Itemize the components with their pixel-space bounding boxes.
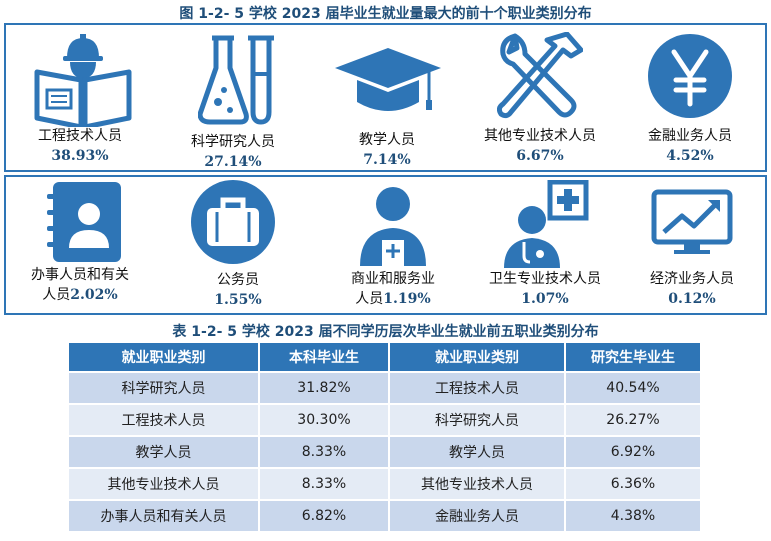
occupation-name: 公务员 [217, 272, 259, 288]
table-cell: 科学研究人员 [389, 403, 566, 436]
address-book-icon [47, 182, 121, 262]
occupation-item-research: 科学研究人员 27.14% [158, 24, 308, 172]
table-cell: 8.33% [259, 467, 390, 500]
table-cell: 办事人员和有关人员 [69, 499, 260, 531]
table-cell: 教学人员 [69, 435, 260, 468]
table-cell: 其他专业技术人员 [389, 467, 566, 500]
table-header: 就业职业类别 [389, 343, 566, 372]
table-row: 工程技术人员 30.30% 科学研究人员 26.27% [69, 403, 700, 436]
occupation-panel-top [4, 23, 767, 172]
occupation-percent: 7.14% [363, 152, 411, 168]
table-cell: 6.36% [565, 467, 700, 500]
occupation-item-clerical: 办事人员和有关 人员2.02% [5, 176, 155, 314]
table-header: 研究生毕业生 [565, 343, 700, 372]
occupation-name: 办事人员和有关 [31, 267, 129, 283]
occupation-percent: 1.19% [383, 291, 431, 307]
engineer-reading-icon [34, 34, 132, 127]
occupation-item-teaching: 教学人员 7.14% [312, 24, 462, 172]
figure-title: 图 1-2- 5 学校 2023 届毕业生就业量最大的前十个职业类别分布 [179, 6, 592, 22]
occupation-table: 就业职业类别 本科毕业生 就业职业类别 研究生毕业生 科学研究人员 31.82%… [69, 343, 700, 531]
occupation-name: 其他专业技术人员 [484, 128, 596, 144]
table-cell: 工程技术人员 [69, 403, 260, 436]
occupation-percent: 4.52% [666, 148, 714, 164]
occupation-percent: 6.67% [516, 148, 564, 164]
yen-coin-icon [648, 34, 732, 118]
table-row: 教学人员 8.33% 教学人员 6.92% [69, 435, 700, 468]
occupation-item-economics: 经济业务人员 0.12% [617, 176, 767, 314]
occupation-panel-bottom [4, 175, 767, 315]
table-cell: 30.30% [259, 403, 390, 436]
occupation-name-line2: 人员2.02% [5, 286, 155, 304]
table-cell: 科学研究人员 [69, 371, 260, 404]
occupation-percent: 27.14% [204, 154, 262, 170]
briefcase-icon [191, 180, 275, 264]
table-cell: 8.33% [259, 435, 390, 468]
occupation-name: 金融业务人员 [648, 128, 732, 144]
occupation-name: 科学研究人员 [191, 134, 275, 150]
table-title: 表 1-2- 5 学校 2023 届不同学历层次毕业生就业前五职业类别分布 [172, 324, 599, 340]
occupation-item-other-tech: 其他专业技术人员 6.67% [465, 24, 615, 172]
table-cell: 4.38% [565, 499, 700, 531]
occupation-name-cont: 人员 [355, 291, 384, 307]
table-cell: 31.82% [259, 371, 390, 404]
table-cell: 40.54% [565, 371, 700, 404]
occupation-item-service: 商业和服务业 人员1.19% [318, 176, 468, 314]
occupation-item-engineering: 工程技术人员 38.93% [5, 24, 155, 172]
table-row: 办事人员和有关人员 6.82% 金融业务人员 4.38% [69, 499, 700, 531]
occupation-name-line2: 人员1.19% [318, 290, 468, 308]
occupation-percent: 38.93% [51, 148, 109, 164]
trend-chart-icon [651, 189, 733, 254]
lab-flask-icon [198, 35, 274, 125]
occupation-name: 教学人员 [359, 132, 415, 148]
occupation-name: 工程技术人员 [38, 128, 122, 144]
occupation-item-health: 卫生专业技术人员 1.07% [470, 176, 620, 314]
occupation-item-civil-servant: 公务员 1.55% [163, 176, 313, 314]
occupation-name: 卫生专业技术人员 [489, 271, 601, 287]
service-worker-icon [360, 187, 426, 266]
table-cell: 金融业务人员 [389, 499, 566, 531]
table-cell: 6.82% [259, 499, 390, 531]
occupation-percent: 0.12% [668, 291, 716, 307]
occupation-name: 经济业务人员 [650, 271, 734, 287]
occupation-name: 商业和服务业 [351, 271, 435, 287]
occupation-percent: 2.02% [70, 287, 118, 303]
occupation-name-cont: 人员 [42, 287, 71, 303]
occupation-item-finance: 金融业务人员 4.52% [615, 24, 765, 172]
table-header: 本科毕业生 [259, 343, 390, 372]
occupation-percent: 1.55% [214, 292, 262, 308]
graduation-cap-icon [335, 48, 441, 111]
table-header-row: 就业职业类别 本科毕业生 就业职业类别 研究生毕业生 [69, 343, 700, 372]
table-cell: 26.27% [565, 403, 700, 436]
table-cell: 教学人员 [389, 435, 566, 468]
wrench-hammer-icon [497, 32, 583, 119]
table-row: 科学研究人员 31.82% 工程技术人员 40.54% [69, 371, 700, 404]
doctor-icon [504, 180, 589, 268]
table-row: 其他专业技术人员 8.33% 其他专业技术人员 6.36% [69, 467, 700, 500]
table-cell: 6.92% [565, 435, 700, 468]
table-cell: 工程技术人员 [389, 371, 566, 404]
table-header: 就业职业类别 [69, 343, 260, 372]
occupation-percent: 1.07% [521, 291, 569, 307]
table-cell: 其他专业技术人员 [69, 467, 260, 500]
